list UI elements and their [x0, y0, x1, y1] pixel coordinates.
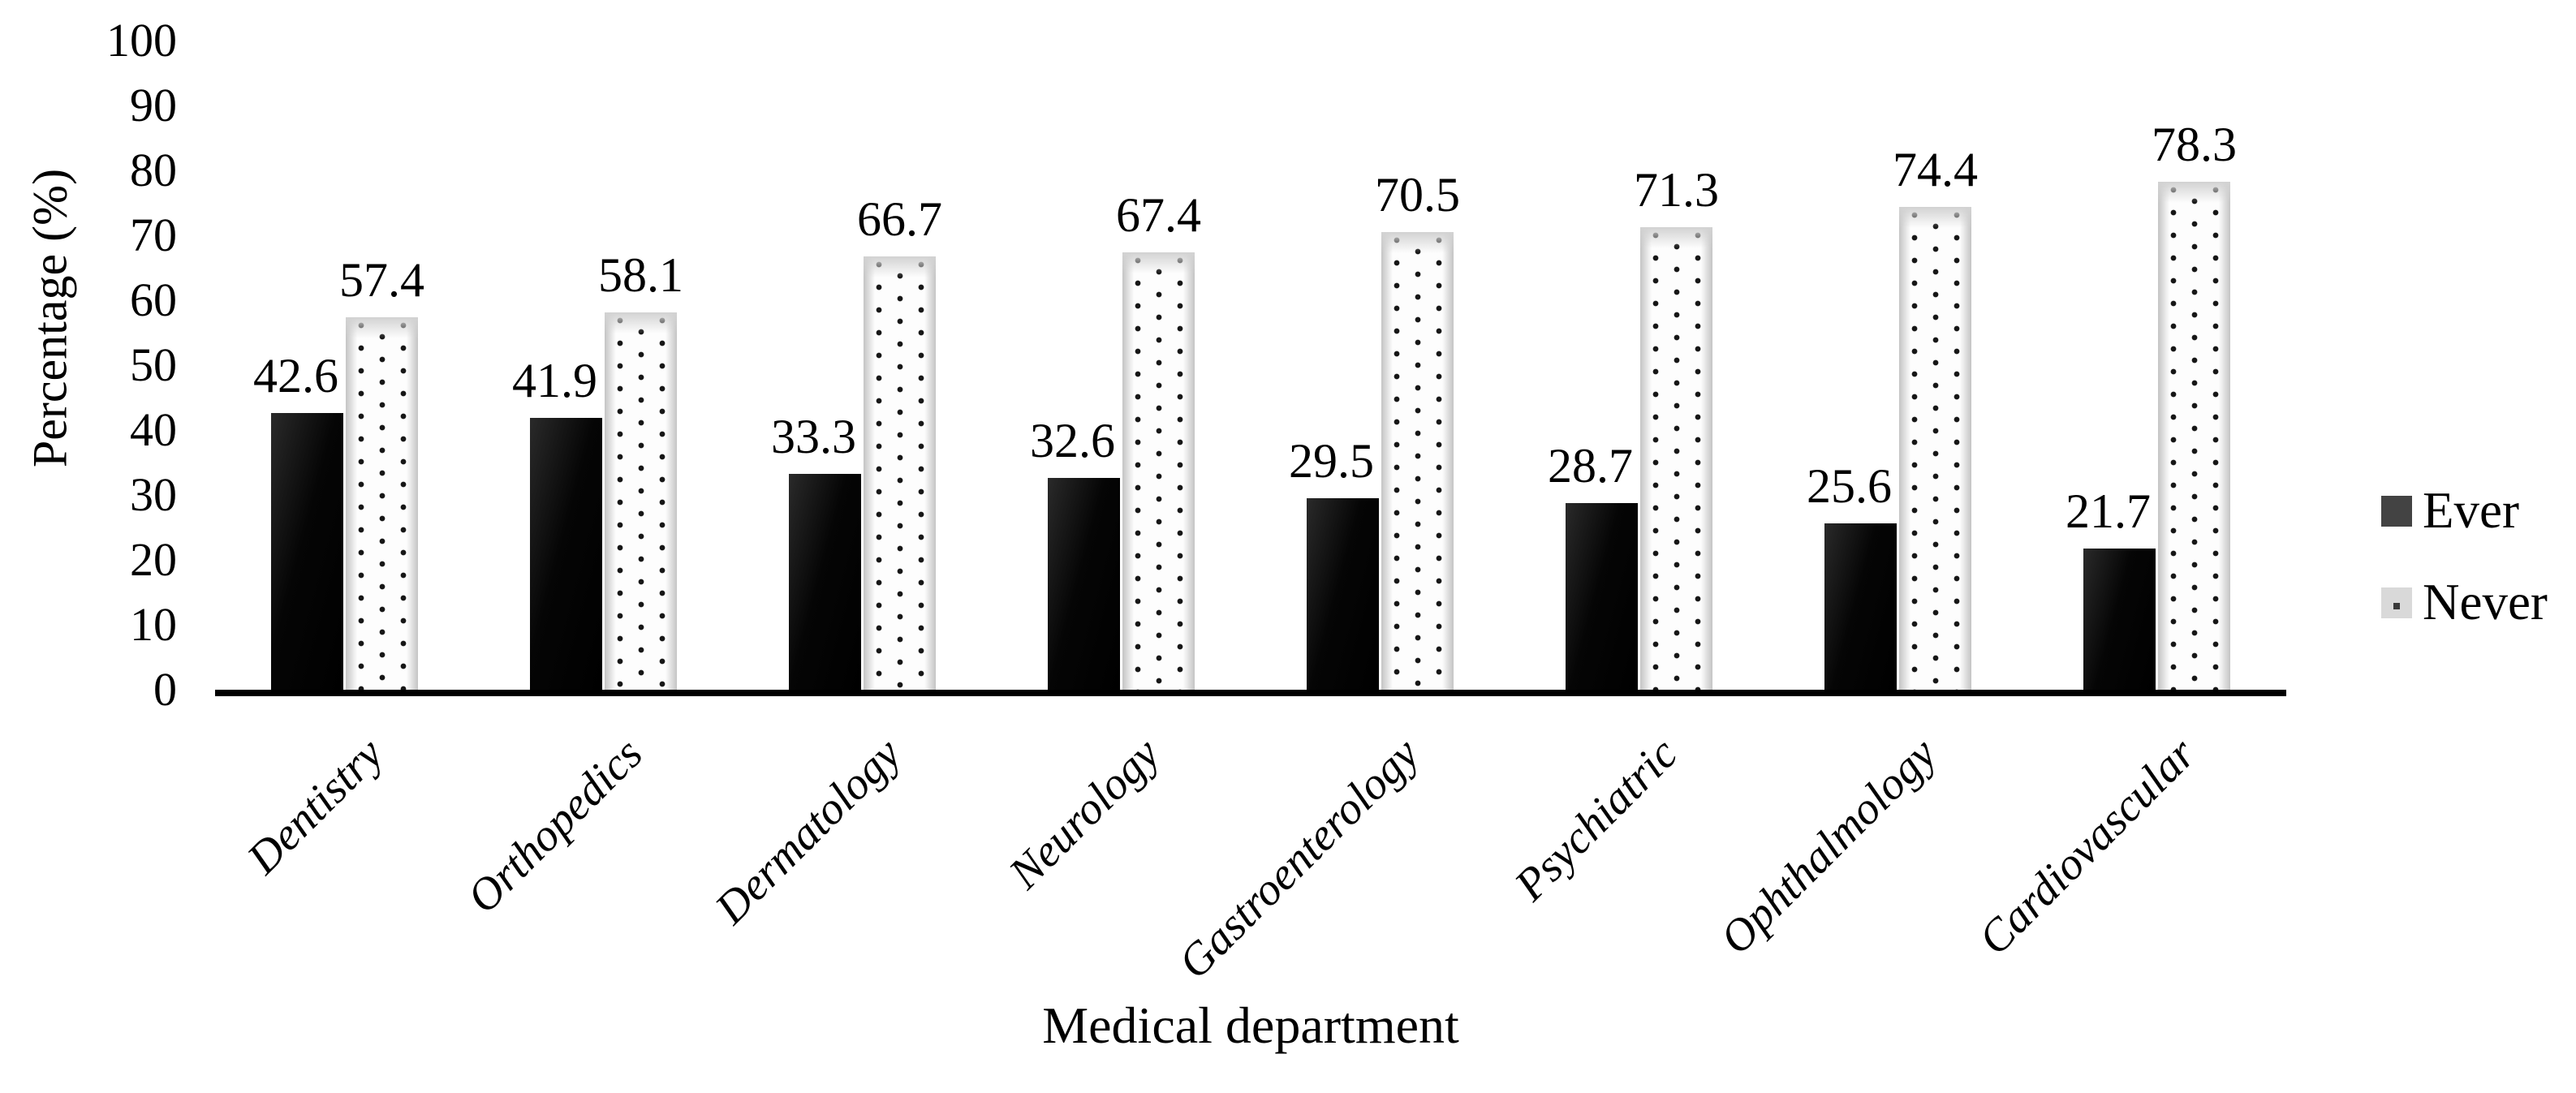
bar-value-label: 21.7: [2066, 484, 2151, 539]
x-category-label: Dermatology: [705, 728, 911, 934]
ever-bar: 32.6: [1030, 416, 1120, 690]
ever-bar: 42.6: [253, 351, 343, 690]
ever-bar: 28.7: [1548, 441, 1638, 690]
bar-value-label: 67.4: [1116, 187, 1201, 242]
bar-group-psychiatric: 28.7 71.3: [1510, 41, 1768, 690]
bar-value-label: 29.5: [1289, 434, 1374, 488]
bar-value-label: 33.3: [771, 409, 856, 463]
legend-item-never: Never: [2381, 577, 2548, 628]
legend-swatch-never-icon: [2381, 587, 2412, 618]
bar-value-label: 70.5: [1375, 168, 1460, 222]
ever-bar: 29.5: [1289, 437, 1379, 690]
bar-group-neurology: 32.6 67.4: [992, 41, 1251, 690]
bar-value-label: 78.3: [2152, 117, 2237, 171]
bar-value-label: 58.1: [598, 248, 683, 303]
bar-group-orthopedics: 41.9 58.1: [474, 41, 733, 690]
y-tick-label: 50: [130, 338, 177, 391]
x-category-label: Cardiovascular: [1969, 728, 2206, 965]
legend-item-ever: Ever: [2381, 485, 2519, 536]
x-category-label: Ophthalmology: [1711, 728, 1947, 965]
never-bar: 67.4: [1116, 191, 1201, 690]
x-axis-title: Medical department: [1042, 996, 1459, 1054]
bar-group-dentistry: 42.6 57.4: [215, 41, 474, 690]
never-bar: 78.3: [2152, 120, 2237, 690]
ever-bar: 33.3: [771, 412, 861, 690]
x-category-label: Psychiatric: [1506, 728, 1688, 911]
bar-group-dermatology: 33.3 66.7: [733, 41, 992, 690]
ever-bar: 21.7: [2066, 487, 2156, 690]
never-bar: 70.5: [1375, 170, 1460, 690]
never-bar: 57.4: [339, 256, 424, 690]
bar-value-label: 28.7: [1548, 439, 1633, 493]
bar-group-cardiovascular: 21.7 78.3: [2027, 41, 2286, 690]
y-tick-label: 30: [130, 468, 177, 521]
x-category-label: Neurology: [999, 728, 1170, 899]
legend-label-never: Never: [2423, 574, 2548, 630]
y-tick-label: 40: [130, 403, 177, 456]
y-tick-label: 10: [130, 598, 177, 651]
y-tick-label: 0: [153, 663, 177, 716]
plot-area: 42.6 57.4 41.9 58.1 33.3 66.7 32.6 67.4 29.5 70.5…: [215, 41, 2286, 696]
bar-group-gastroenterology: 29.5 70.5: [1251, 41, 1510, 690]
bar-group-ophthalmology: 25.6 74.4: [1768, 41, 2027, 690]
x-category-label: Gastroenterology: [1168, 728, 1429, 989]
bar-value-label: 25.6: [1807, 459, 1892, 514]
bar-value-label: 41.9: [512, 353, 597, 407]
y-tick-label: 100: [106, 14, 177, 67]
x-category-label: Dentistry: [238, 728, 394, 884]
bar-value-label: 42.6: [253, 349, 338, 403]
never-bar: 71.3: [1634, 166, 1719, 690]
bar-value-label: 57.4: [339, 252, 424, 307]
y-tick-label: 80: [130, 144, 177, 196]
legend-label-ever: Ever: [2423, 482, 2519, 539]
y-tick-label: 90: [130, 79, 177, 131]
bar-value-label: 66.7: [857, 192, 942, 247]
x-category-label: Orthopedics: [457, 728, 653, 923]
y-tick-label: 60: [130, 273, 177, 326]
legend-swatch-dot: [2393, 602, 2400, 609]
legend-swatch-ever-icon: [2381, 495, 2412, 527]
y-tick-label: 20: [130, 533, 177, 586]
ever-bar: 25.6: [1807, 462, 1897, 690]
never-bar: 66.7: [857, 195, 942, 690]
never-bar: 58.1: [598, 251, 683, 690]
ever-bar: 41.9: [512, 356, 602, 690]
never-bar: 74.4: [1893, 145, 1978, 690]
bar-value-label: 32.6: [1030, 414, 1115, 468]
bar-value-label: 74.4: [1893, 142, 1978, 196]
bar-value-label: 71.3: [1634, 162, 1719, 217]
y-tick-label: 70: [130, 209, 177, 261]
